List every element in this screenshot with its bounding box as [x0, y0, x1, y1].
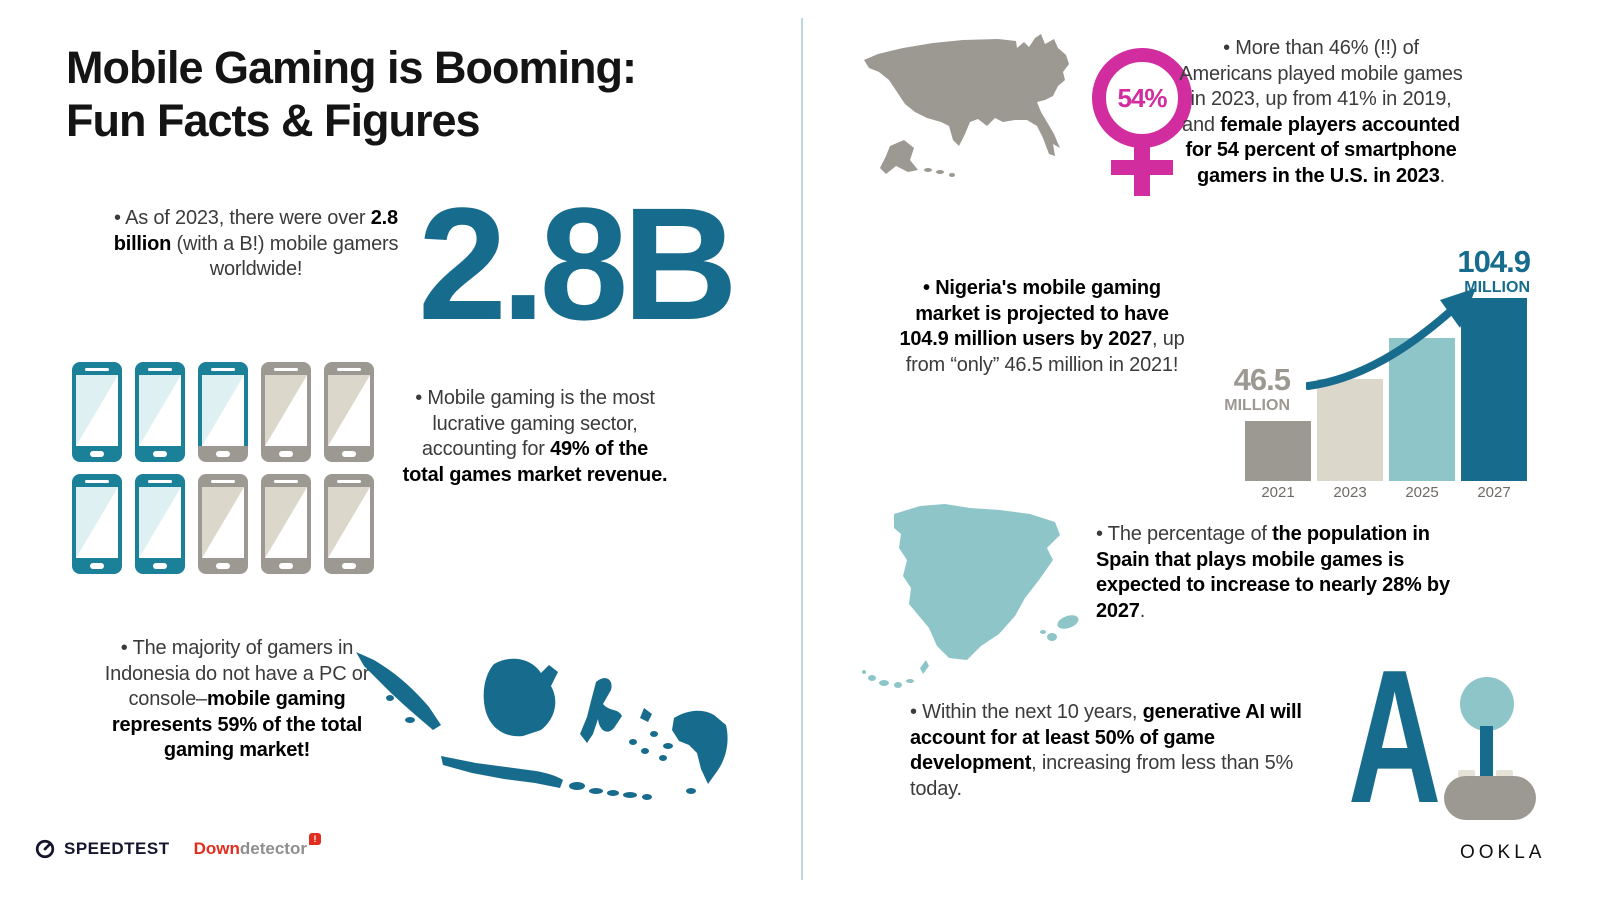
- phone-icon-gray: [324, 474, 374, 574]
- downdetector-logo-detector: detector: [239, 839, 307, 858]
- phone-icon-teal: [135, 362, 185, 462]
- fact-indonesia: • The majority of gamers in Indonesia do…: [104, 637, 370, 762]
- column-divider: [801, 18, 803, 880]
- growth-arrow-icon: [1306, 288, 1476, 390]
- chart-bar-2027: [1461, 298, 1527, 481]
- downdetector-logo-down: Down: [193, 839, 240, 858]
- female-share-value: 54%: [1117, 82, 1167, 113]
- indonesia-map: [356, 652, 728, 800]
- phone-icon-split: [198, 362, 248, 462]
- chart-start-label: 46.5 MILLION: [1218, 362, 1291, 414]
- chart-end-label: 104.9 MILLION: [1423, 244, 1531, 296]
- phone-icon-teal: [72, 474, 122, 574]
- downdetector-alert-icon: !: [308, 833, 321, 845]
- page-title-line1: Mobile Gaming is Booming:: [66, 42, 637, 93]
- page-title: Mobile Gaming is Booming: Fun Facts & Fi…: [66, 42, 726, 147]
- chart-start-unit: MILLION: [1224, 397, 1290, 414]
- joystick-base: [1444, 776, 1536, 820]
- phone-icon-gray: [261, 362, 311, 462]
- chart-year-label-2027: 2027: [1477, 484, 1511, 501]
- fact-usa-players: • More than 46% (!!) of Americans played…: [1179, 37, 1463, 187]
- usa-map: [864, 34, 1069, 177]
- phone-icon-gray: [261, 474, 311, 574]
- ai-joystick-graphic: A: [1338, 642, 1538, 832]
- fact-generative-ai: • Within the next 10 years, generative A…: [910, 701, 1302, 800]
- chart-bars: [1245, 298, 1527, 481]
- chart-bar-2025: [1389, 338, 1455, 481]
- chart-year-label-2023: 2023: [1333, 484, 1367, 501]
- chart-year-labels: 2021 2023 2025 2027: [1245, 484, 1527, 501]
- phone-icon-gray: [324, 362, 374, 462]
- phone-icon-teal: [135, 474, 185, 574]
- spain-map: [862, 504, 1079, 688]
- joystick-knob: [1460, 677, 1514, 731]
- female-symbol: 54%: [1085, 40, 1205, 200]
- phone-grid: [72, 362, 374, 574]
- downdetector-logo: Downdetector !: [193, 833, 321, 859]
- big-stat-2-8b: 2.8B: [418, 174, 738, 353]
- fact-nigeria: • Nigeria's mobile gaming market is proj…: [899, 277, 1185, 376]
- chart-start-value: 46.5: [1233, 362, 1291, 397]
- joystick-button-left: [1458, 770, 1475, 778]
- phone-icon-gray: [198, 474, 248, 574]
- chart-bar-2021: [1245, 421, 1311, 481]
- page-title-line2: Fun Facts & Figures: [66, 94, 481, 146]
- phone-icon-teal: [72, 362, 122, 462]
- joystick-stick: [1480, 726, 1493, 784]
- fact-gamers-worldwide: • As of 2023, there were over 2.8 billio…: [113, 207, 399, 281]
- speedtest-gauge-icon: [35, 839, 55, 859]
- female-symbol-ring: 54%: [1092, 48, 1192, 148]
- footer-brand-logos: SPEEDTEST Downdetector !: [34, 833, 321, 860]
- speedtest-logo: SPEEDTEST: [64, 839, 170, 858]
- chart-bar-2023: [1317, 379, 1383, 481]
- ookla-logo: OOKLA: [1460, 842, 1546, 863]
- chart-end-unit: MILLION: [1464, 279, 1530, 296]
- joystick-button-right: [1496, 770, 1513, 778]
- ai-letter-a: A: [1348, 631, 1442, 843]
- nigeria-users-chart: 46.5 MILLION 104.9 MILLION 2021 2023 2025 2…: [1218, 244, 1531, 501]
- fact-revenue-share: • Mobile gaming is the most lucrative ga…: [402, 387, 668, 486]
- chart-year-label-2025: 2025: [1405, 484, 1439, 501]
- chart-year-label-2021: 2021: [1261, 484, 1295, 501]
- chart-end-value: 104.9: [1457, 244, 1531, 279]
- female-symbol-crossbar: [1111, 160, 1173, 175]
- fact-spain: • The percentage of the population in Sp…: [1096, 523, 1450, 622]
